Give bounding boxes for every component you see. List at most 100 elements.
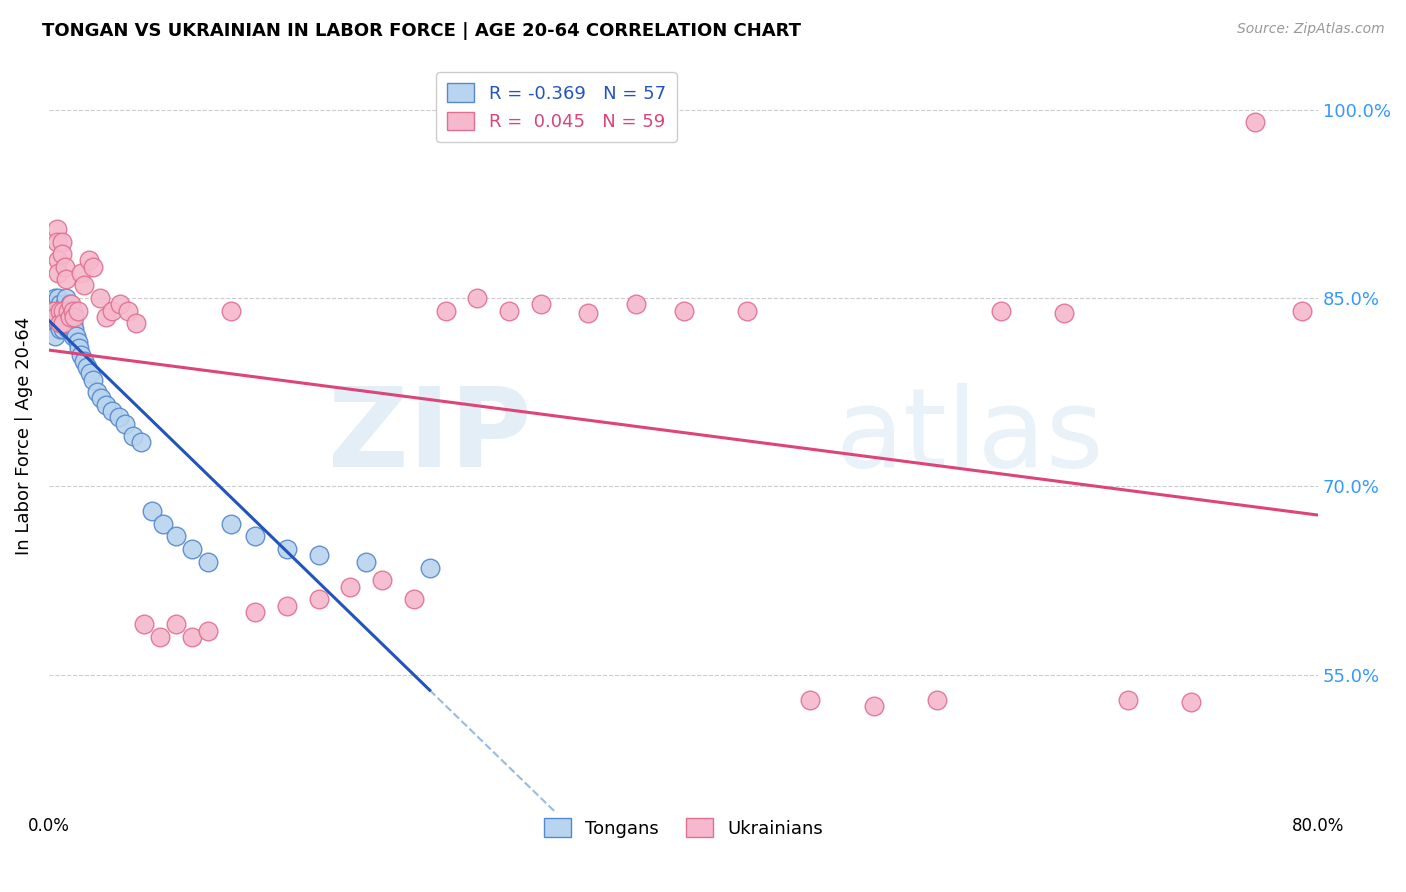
Text: atlas: atlas	[835, 383, 1104, 490]
Point	[48, 316, 70, 330]
Point	[55, 272, 77, 286]
Point	[42, 303, 65, 318]
Point	[1291, 303, 1313, 318]
Point	[1116, 692, 1139, 706]
Point	[55, 310, 77, 324]
Point	[165, 617, 187, 632]
Point	[221, 516, 243, 531]
Point	[48, 253, 70, 268]
Point	[66, 303, 89, 318]
Point	[129, 435, 152, 450]
Y-axis label: In Labor Force | Age 20-64: In Labor Force | Age 20-64	[15, 317, 32, 555]
Point	[86, 385, 108, 400]
Point	[49, 322, 72, 336]
Point	[863, 698, 886, 713]
Point	[53, 303, 76, 318]
Point	[1180, 695, 1202, 709]
Legend: Tongans, Ukrainians: Tongans, Ukrainians	[537, 811, 831, 845]
Point	[49, 303, 72, 318]
Point	[51, 247, 73, 261]
Point	[134, 617, 156, 632]
Point	[308, 549, 330, 563]
Point	[58, 310, 80, 324]
Point	[152, 516, 174, 531]
Point	[107, 410, 129, 425]
Point	[51, 235, 73, 249]
Point	[180, 542, 202, 557]
Point	[62, 328, 84, 343]
Point	[221, 303, 243, 318]
Point	[735, 303, 758, 318]
Point	[48, 291, 70, 305]
Point	[56, 322, 79, 336]
Point	[990, 303, 1012, 318]
Point	[672, 303, 695, 318]
Point	[69, 266, 91, 280]
Point	[48, 303, 70, 318]
Point	[63, 322, 86, 336]
Text: ZIP: ZIP	[328, 383, 531, 490]
Point	[180, 630, 202, 644]
Point	[45, 310, 67, 324]
Point	[276, 542, 298, 557]
Point	[44, 310, 66, 324]
Point	[58, 316, 80, 330]
Point	[62, 316, 84, 330]
Point	[60, 297, 83, 311]
Point	[82, 260, 104, 274]
Point	[45, 303, 67, 318]
Point	[245, 529, 267, 543]
Point	[122, 429, 145, 443]
Point	[56, 303, 79, 318]
Point	[624, 297, 647, 311]
Point	[62, 303, 84, 318]
Point	[66, 334, 89, 349]
Point	[52, 310, 75, 324]
Point	[76, 360, 98, 375]
Point	[53, 297, 76, 311]
Point	[49, 316, 72, 330]
Point	[419, 561, 441, 575]
Point	[53, 260, 76, 274]
Point	[308, 592, 330, 607]
Point	[82, 373, 104, 387]
Point	[56, 303, 79, 318]
Point	[498, 303, 520, 318]
Point	[73, 278, 96, 293]
Point	[125, 316, 148, 330]
Point	[1243, 115, 1265, 129]
Point	[402, 592, 425, 607]
Point	[45, 222, 67, 236]
Point	[149, 630, 172, 644]
Point	[339, 580, 361, 594]
Point	[51, 316, 73, 330]
Point	[276, 599, 298, 613]
Point	[371, 574, 394, 588]
Point	[58, 297, 80, 311]
Point	[41, 303, 63, 318]
Point	[49, 310, 72, 324]
Point	[44, 328, 66, 343]
Point	[356, 555, 378, 569]
Point	[141, 504, 163, 518]
Point	[465, 291, 488, 305]
Point	[60, 310, 83, 324]
Point	[52, 303, 75, 318]
Point	[1053, 306, 1076, 320]
Point	[67, 341, 90, 355]
Point	[53, 316, 76, 330]
Point	[45, 235, 67, 249]
Point	[117, 303, 139, 318]
Text: TONGAN VS UKRAINIAN IN LABOR FORCE | AGE 20-64 CORRELATION CHART: TONGAN VS UKRAINIAN IN LABOR FORCE | AGE…	[42, 22, 801, 40]
Point	[110, 297, 132, 311]
Point	[165, 529, 187, 543]
Point	[69, 347, 91, 361]
Point	[77, 253, 100, 268]
Point	[48, 266, 70, 280]
Point	[434, 303, 457, 318]
Point	[94, 398, 117, 412]
Point	[45, 297, 67, 311]
Point	[197, 555, 219, 569]
Point	[530, 297, 553, 311]
Point	[65, 328, 87, 343]
